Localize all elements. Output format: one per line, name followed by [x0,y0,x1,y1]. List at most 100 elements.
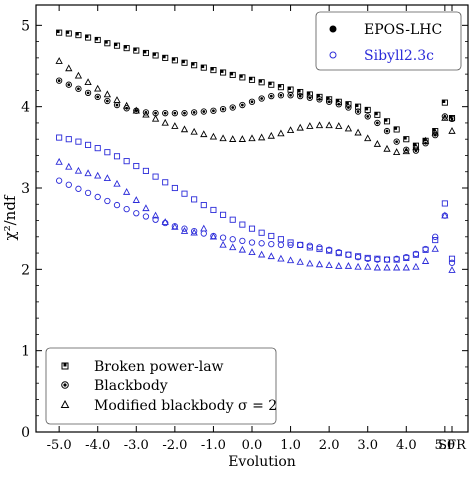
point-epos-lhc-triangle-6 [113,96,121,103]
point-epos-lhc-square-4 [94,36,101,44]
point-sibyll2-3c-square-7 [123,158,130,165]
point-sibyll2-3c-square-24 [287,239,294,246]
point-epos-lhc-square-32 [364,106,371,113]
point-epos-lhc-circle-17 [219,105,227,113]
point-epos-lhc-square-35 [393,126,400,133]
point-sibyll2-3c-circle-21 [258,240,265,247]
point-sibyll2-3c-triangle-20 [248,248,256,256]
point-sibyll2-3c-circle-39 [432,233,439,240]
point-sibyll2-3c-triangle-36 [402,263,410,271]
legend-shapes-box [45,347,277,425]
x-tick-label: 0.0 [242,438,263,453]
point-epos-lhc-triangle-21 [257,133,266,141]
point-epos-lhc-square-9 [142,49,149,57]
point-sibyll2-3c-circle-22 [268,240,275,248]
point-epos-lhc-circle-21 [258,95,265,102]
point-epos-lhc-triangle-15 [200,130,208,138]
point-epos-lhc-square-34 [383,118,391,125]
point-sibyll2-3c-circle-37 [412,250,420,258]
point-sibyll2-3c-square-5 [104,149,111,156]
point-sibyll2-3c-circle-33 [374,256,381,263]
point-sibyll2-3c-circle-27 [316,244,323,251]
point-epos-lhc-square-11 [162,54,169,61]
point-sibyll2-3c-triangle-19 [238,245,247,253]
point-sibyll2-3c-square-10 [152,173,159,180]
x-tick-label: -4.0 [85,438,110,453]
point-sibyll2-3c-circle-4 [94,193,101,201]
point-epos-lhc-triangle-35 [392,148,401,155]
point-sibyll2-3c-circle-10 [152,216,159,223]
point-epos-lhc-circle-16 [210,107,217,114]
point-epos-lhc-triangle-7 [122,101,131,109]
point-sibyll2-3c-square-11 [162,179,169,186]
point-sibyll2-3c-triangle-sfr [448,266,456,273]
point-epos-lhc-triangle-9 [142,110,150,118]
point-sibyll2-3c-triangle-10 [151,211,160,219]
point-epos-lhc-triangle-12 [171,122,179,129]
point-epos-lhc-circle-12 [171,110,179,117]
point-sibyll2-3c-square-8 [133,162,140,170]
point-sibyll2-3c-circle-17 [219,234,227,241]
point-sibyll2-3c-square-sfr [448,255,456,262]
point-epos-lhc-circle-28 [325,98,333,105]
point-epos-lhc-square-0 [56,29,63,36]
point-sibyll2-3c-triangle-21 [257,250,266,258]
point-epos-lhc-circle-1 [65,81,72,88]
point-epos-lhc-triangle-14 [190,127,198,135]
point-sibyll2-3c-triangle-4 [94,171,102,179]
point-epos-lhc-square-23 [277,84,284,91]
point-epos-lhc-square-6 [113,42,121,49]
point-epos-lhc-triangle-31 [354,128,362,136]
point-epos-lhc-square-17 [220,69,227,76]
point-sibyll2-3c-triangle-14 [190,228,198,236]
point-sibyll2-3c-square-9 [142,167,149,174]
legend-models: EPOS-LHC Sibyll2.3c [315,11,462,71]
x-tick-label: 2.0 [319,438,340,453]
legend-sibyll-marker [329,51,337,59]
point-sibyll2-3c-circle-1 [65,181,72,188]
point-epos-lhc-square-2 [75,32,82,39]
point-epos-lhc-triangle-11 [161,118,169,126]
point-epos-lhc-triangle-33 [373,140,382,147]
y-axis-label: χ²/ndf [1,194,19,240]
point-sibyll2-3c-triangle-26 [306,259,314,267]
point-sibyll2-3c-circle-26 [306,242,314,249]
point-epos-lhc-triangle-10 [151,114,160,122]
point-sibyll2-3c-square-15 [200,202,207,209]
point-sibyll2-3c-square-40 [441,200,448,207]
point-sibyll2-3c-circle-24 [287,241,294,249]
point-sibyll2-3c-triangle-13 [180,227,189,234]
point-epos-lhc-triangle-38 [421,136,430,144]
point-epos-lhc-square-22 [268,81,275,88]
point-sibyll2-3c-circle-0 [55,177,63,184]
point-epos-lhc-triangle-16 [209,132,218,140]
point-sibyll2-3c-square-18 [229,216,236,223]
point-sibyll2-3c-circle-14 [190,227,198,235]
y-tick-label: 2 [21,262,30,278]
point-epos-lhc-circle-23 [277,92,285,99]
y-tick-label: 5 [21,18,30,34]
point-sibyll2-3c-triangle-16 [209,232,218,240]
point-sibyll2-3c-square-6 [113,153,121,160]
point-epos-lhc-triangle-18 [229,135,237,142]
point-sibyll2-3c-triangle-27 [315,260,324,268]
point-epos-lhc-circle-33 [374,119,381,127]
point-sibyll2-3c-square-21 [258,229,265,236]
point-sibyll2-3c-square-16 [210,206,217,214]
point-epos-lhc-triangle-40 [441,114,449,121]
legend-square-marker [61,362,69,370]
point-sibyll2-3c-square-20 [248,225,256,232]
point-sibyll2-3c-triangle-28 [325,261,333,269]
legend-broken-power-law-label: Broken power-law [94,359,224,375]
point-epos-lhc-circle-34 [383,127,391,135]
point-sibyll2-3c-triangle-38 [421,257,430,264]
point-sibyll2-3c-circle-23 [277,241,285,249]
point-epos-lhc-triangle-37 [412,143,420,151]
point-sibyll2-3c-triangle-12 [171,222,179,230]
x-axis-label: Evolution [228,454,296,470]
point-sibyll2-3c-triangle-8 [132,196,140,203]
point-epos-lhc-circle-11 [162,110,169,117]
point-sibyll2-3c-circle-13 [181,225,188,232]
point-epos-lhc-circle-13 [181,110,188,117]
point-sibyll2-3c-triangle-22 [267,252,275,260]
